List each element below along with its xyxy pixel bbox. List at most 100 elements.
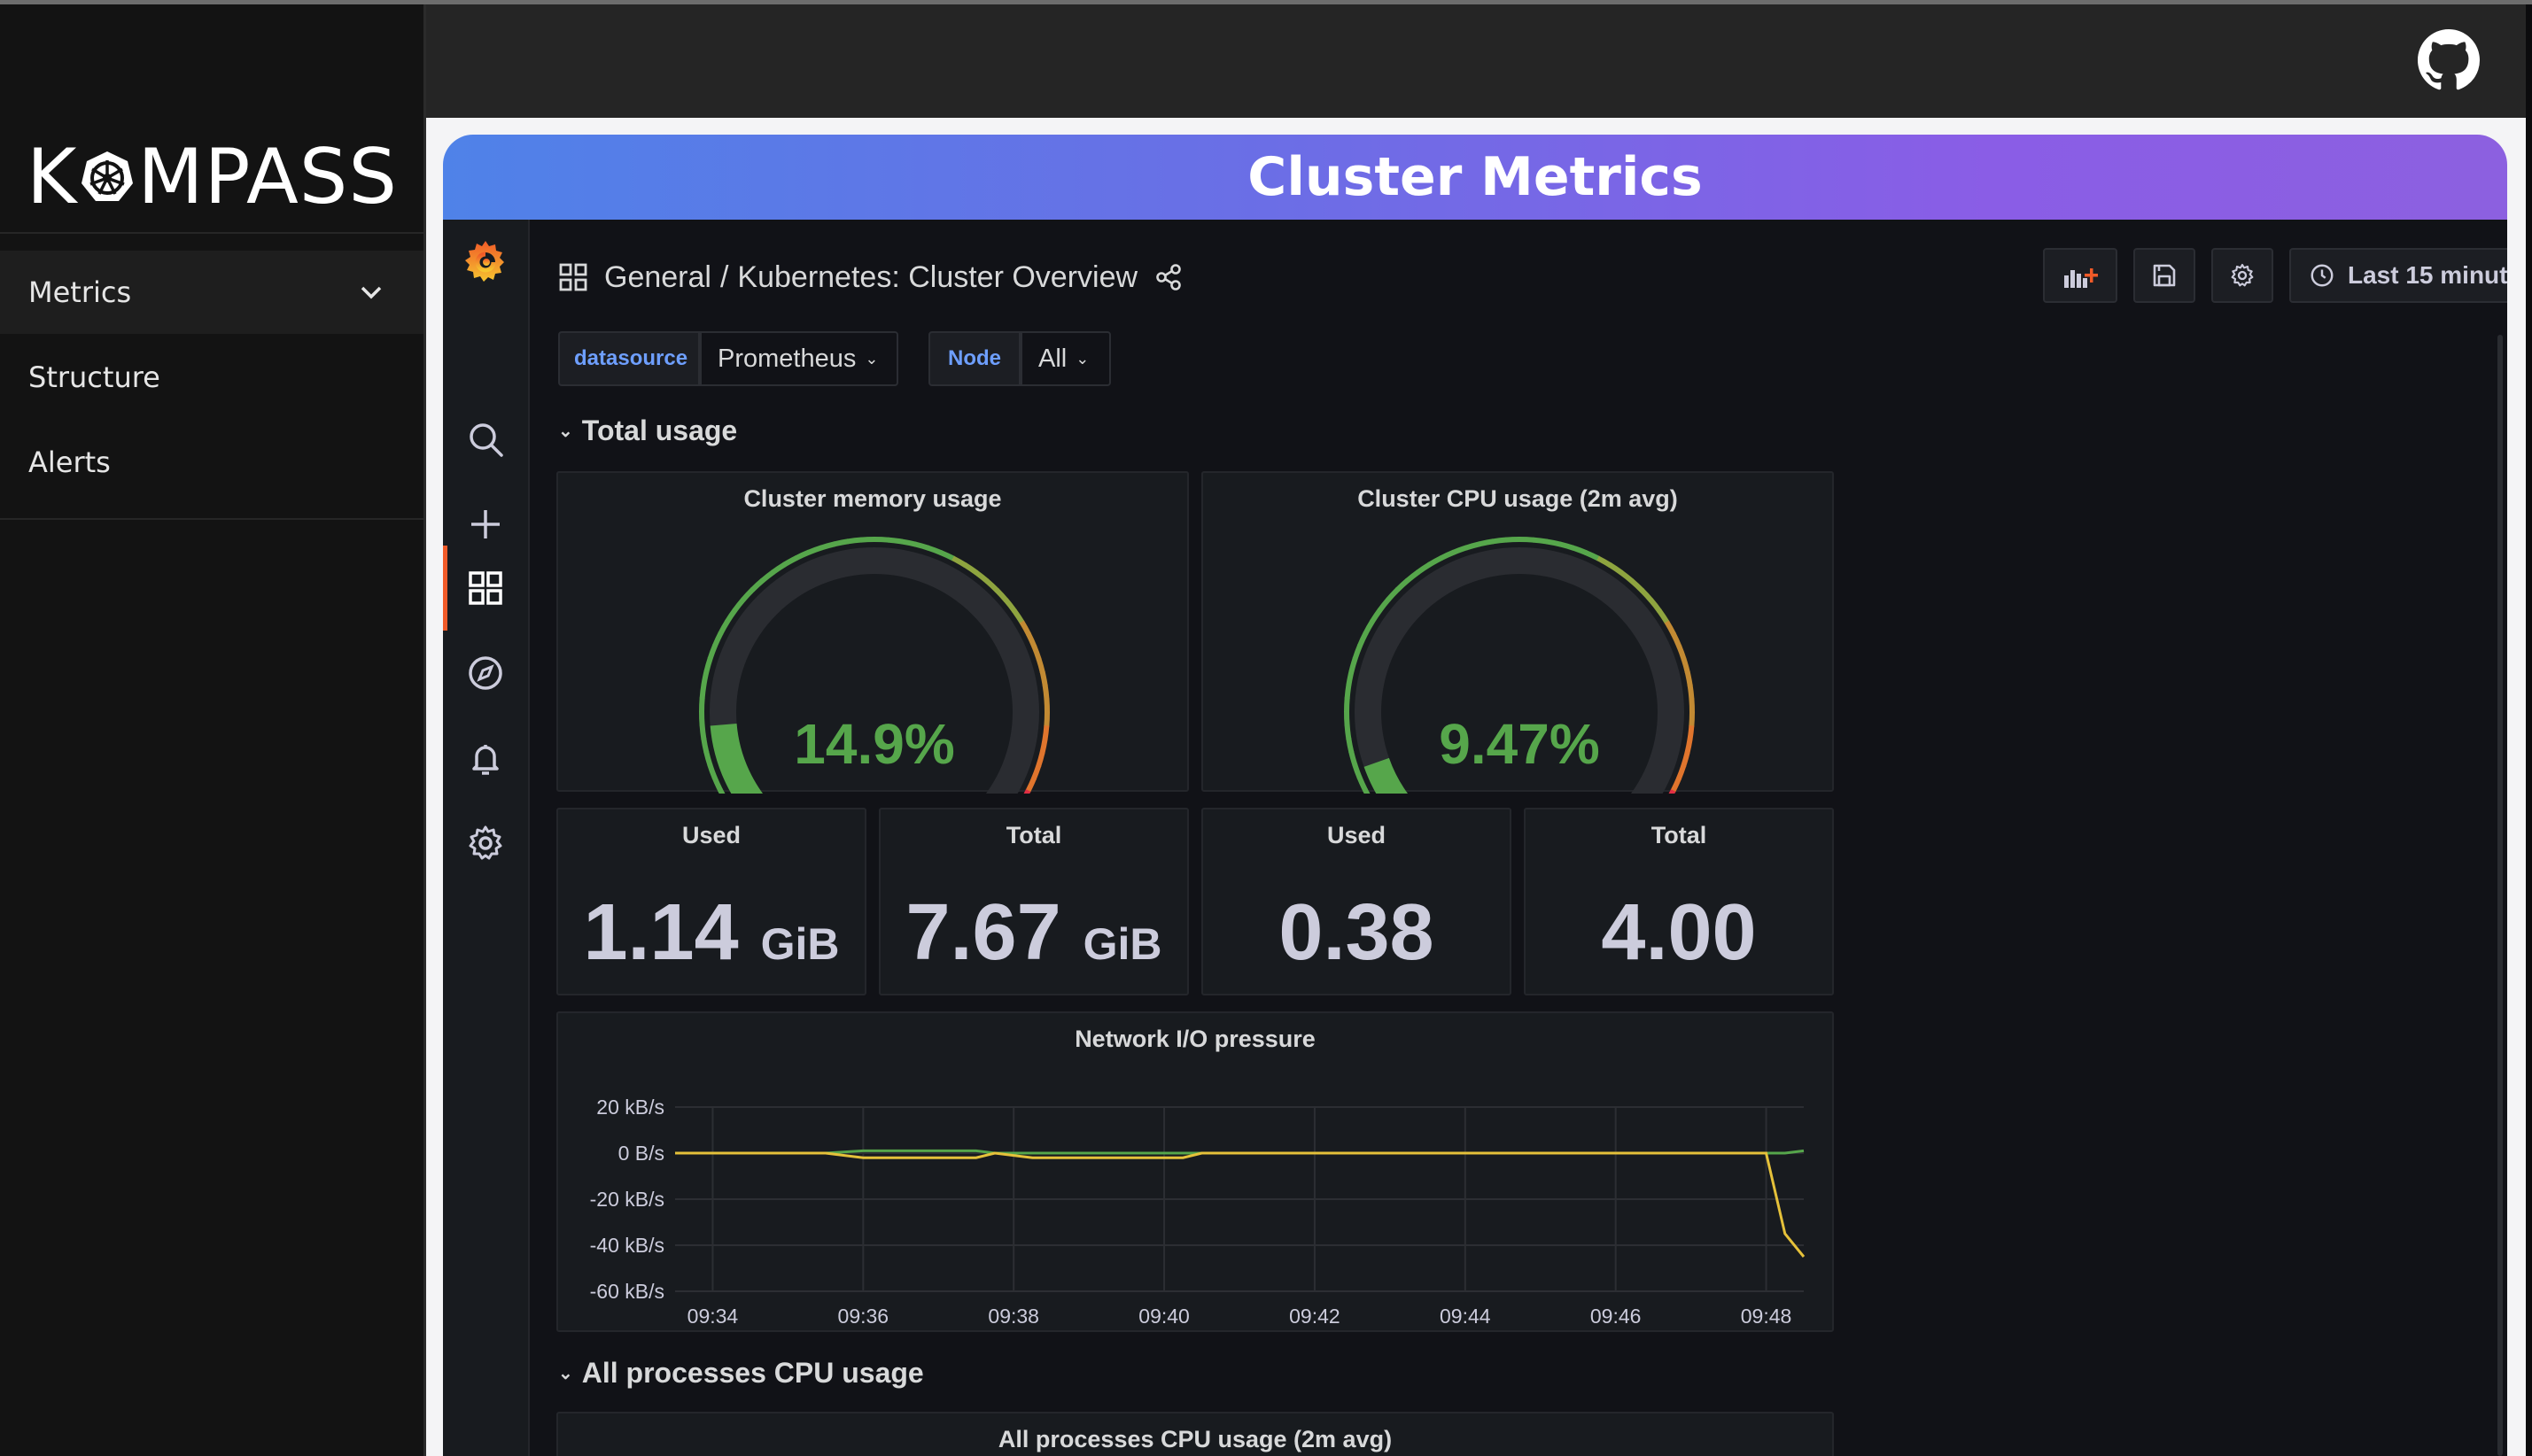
gauge-panel-cpu[interactable]: Cluster CPU usage (2m avg) 9.47% [1201,471,1834,794]
add-panel-button[interactable] [2043,248,2117,303]
row-total-usage[interactable]: ⌄ Total usage [558,414,738,446]
x-tick-label: 09:44 [1440,1305,1491,1328]
gear-icon[interactable] [464,822,507,864]
gauge-threshold-segment [1478,538,1494,547]
dashboards-grid-icon[interactable] [464,567,507,609]
chevron-down-icon: ⌄ [865,349,879,368]
gauge-threshold-segment [1352,644,1363,660]
gauge-threshold-segment [1026,632,1037,648]
gauge-threshold-segment [1405,569,1420,584]
gauge-threshold-segment [1492,537,1507,545]
gauge-threshold-segment [1668,789,1676,794]
gauge-threshold-segment [1684,670,1693,686]
search-icon[interactable] [464,418,507,461]
gauge-value: 9.47% [1439,712,1599,776]
stat-panel-memory-total[interactable]: Total 7.67 GiB [879,808,1189,995]
sidebar-item-metrics[interactable]: Metrics [0,251,423,334]
gauge-threshold-segment [1608,562,1624,576]
gauge-threshold-segment [927,545,943,556]
panel-title: Total [1650,822,1707,848]
gauge-threshold-segment [1003,598,1017,613]
stat-panel-memory-used[interactable]: Used 1.14 GiB [556,808,866,995]
dashboard-main: General / Kubernetes: Cluster Overview L… [530,220,2507,1456]
gauge-threshold-segment [718,619,730,635]
gauge-threshold-segment [1416,561,1432,575]
sidebar-item-label: Alerts [28,445,111,479]
gauge-threshold-segment [819,541,836,551]
gauge-threshold-segment [1689,712,1695,727]
stat-panel-cpu-used[interactable]: Used 0.38 [1201,808,1511,995]
gauge-threshold-segment [782,555,798,568]
time-range-picker[interactable]: Last 15 minutes [2289,248,2507,303]
panel-title: All processes CPU usage (2m avg) [998,1426,1393,1452]
bell-alerting-icon[interactable] [464,737,507,779]
gauge-threshold-segment [701,670,710,685]
gauge-threshold-segment [795,549,811,561]
save-dashboard-button[interactable] [2133,248,2195,303]
row-all-processes-cpu[interactable]: ⌄ All processes CPU usage [558,1356,924,1389]
gauge-threshold-segment [833,538,849,547]
sidebar-item-structure[interactable]: Structure [0,336,423,419]
gauge-threshold-segment [1675,764,1687,780]
kompass-logo[interactable]: K MPASS [27,133,398,221]
gauge-threshold-segment [1348,656,1358,673]
node-select[interactable]: All ⌄ [1021,331,1111,386]
cpu-processes-panel[interactable]: All processes CPU usage (2m avg) [556,1412,1834,1456]
gauge-threshold-segment [1344,684,1352,699]
gauge-threshold-segment [1687,725,1695,740]
grafana-logo-icon[interactable] [462,237,509,285]
gauge-threshold-segment [888,537,903,545]
stat-panel-cpu-total[interactable]: Total 4.00 [1524,808,1834,995]
gauge-threshold-segment [1044,698,1050,714]
gauge-threshold-segment [1344,697,1350,712]
plus-icon[interactable] [464,503,507,546]
gauge-threshold-segment [1023,789,1031,794]
save-icon [2153,264,2176,287]
compass-explore-icon[interactable] [464,652,507,694]
gauge-threshold-segment [771,561,787,575]
gauge-threshold-segment [1505,537,1521,543]
breadcrumb-folder[interactable]: General [604,259,711,294]
share-icon[interactable] [1153,262,1184,292]
window-right-edge [2526,4,2532,1456]
gauge-threshold-segment [913,541,930,551]
gauge-threshold-segment [1464,541,1481,551]
network-io-chart: 20 kB/s 0 B/s -20 kB/s -40 kB/s -60 kB/s 09:3… [590,1096,1806,1328]
sidebar-edge [423,4,426,1456]
gauge-threshold-segment [874,537,889,543]
gauge-threshold-segment [1440,549,1456,561]
x-tick-label: 09:38 [988,1305,1039,1328]
github-icon[interactable] [2418,29,2480,91]
variable-label-datasource: datasource [558,331,700,386]
gauge-threshold-segment [1044,712,1050,727]
gauge-threshold-segment [1519,537,1534,543]
gear-icon [2231,263,2254,287]
y-tick-label: 0 B/s [618,1142,664,1165]
dashboard-title[interactable]: Kubernetes: Cluster Overview [737,259,1138,294]
gauge-threshold-segment [1427,555,1443,568]
datasource-select[interactable]: Prometheus ⌄ [700,331,898,386]
y-tick-label: -40 kB/s [590,1234,664,1257]
sidebar-item-alerts[interactable]: Alerts [0,421,423,504]
gauge-memory: 14.9% [699,537,1050,794]
stat-value: 7.67 GiB [905,888,1162,977]
gauge-threshold-segment [1039,739,1048,755]
network-io-panel[interactable]: Network I/O pressure 20 kB/s 0 B/s -20 kB/… [556,1011,1834,1332]
gauge-threshold-segment [1664,620,1676,636]
gauge-threshold-segment [1671,632,1682,648]
gauge-threshold-segment [1363,619,1375,635]
gauge-arcs [699,537,1050,794]
gauge-threshold-segment [1648,598,1662,613]
gauge-threshold-segment [1572,545,1588,556]
gauge-threshold-segment [707,644,718,660]
scrollbar[interactable] [2497,335,2503,1456]
dashboard-settings-button[interactable] [2211,248,2273,303]
gauge-threshold-segment [1676,645,1687,661]
gauge-value-fill [1363,757,1409,794]
gauge-panel-memory[interactable]: Cluster memory usage 14.9% [556,471,1189,794]
sidebar-item-label: Metrics [28,275,132,309]
stat-unit: GiB [1083,919,1162,969]
gauge-threshold-segment [1386,587,1400,602]
gauge-threshold-segment [1533,537,1548,545]
gauge-threshold-segment [732,597,746,613]
